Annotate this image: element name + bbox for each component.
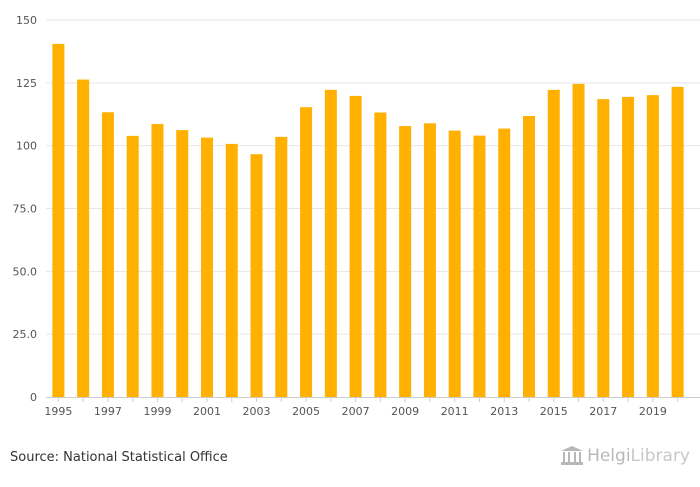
bars — [52, 43, 684, 398]
x-axis-tick-labels: 1995 1997 1999 2001 2003 2005 2007 2009 2011 2013… — [44, 405, 666, 418]
bar-2005[interactable] — [300, 107, 313, 397]
y-tick-label: 50.0 — [13, 265, 38, 278]
bar-2013[interactable] — [498, 128, 511, 398]
logo-brand-text: Helgi — [587, 446, 631, 466]
bar-1998[interactable] — [126, 135, 139, 397]
x-tick-label: 2011 — [441, 405, 469, 418]
x-tick-label: 1999 — [143, 405, 171, 418]
y-tick-label: 125 — [16, 77, 37, 90]
bar-2003[interactable] — [250, 154, 263, 397]
axes — [46, 397, 700, 402]
bar-2001[interactable] — [201, 137, 213, 397]
bar-2017[interactable] — [597, 99, 610, 398]
y-tick-label: 75.0 — [13, 203, 38, 216]
logo-suffix-text: Library — [630, 446, 690, 466]
bar-1996[interactable] — [77, 79, 90, 397]
bar-1995[interactable] — [52, 43, 65, 397]
library-building-icon — [561, 446, 584, 465]
bar-2015[interactable] — [547, 89, 560, 397]
x-tick-label: 2019 — [639, 405, 667, 418]
bar-2014[interactable] — [523, 116, 535, 397]
y-tick-label: 25.0 — [13, 328, 38, 341]
bar-2018[interactable] — [622, 96, 635, 398]
x-tick-label: 2013 — [490, 405, 518, 418]
helgi-library-logo[interactable]: Helgi Library — [560, 446, 690, 466]
source-note: Source: National Statistical Office — [10, 450, 228, 465]
bar-2007[interactable] — [349, 95, 362, 398]
bar-1999[interactable] — [151, 124, 164, 397]
x-tick-label: 1995 — [44, 405, 72, 418]
bar-2011[interactable] — [448, 130, 461, 397]
bar-2000[interactable] — [176, 130, 189, 398]
y-axis-tick-labels: 0 25.0 50.0 75.0 100 125 150 — [13, 14, 38, 404]
y-tick-label: 100 — [16, 140, 37, 153]
x-tick-label: 2007 — [342, 405, 370, 418]
bar-2004[interactable] — [275, 136, 288, 397]
x-tick-label: 2017 — [589, 405, 617, 418]
y-tick-label: 0 — [30, 391, 37, 404]
x-tick-label: 2003 — [243, 405, 271, 418]
bar-2012[interactable] — [473, 135, 486, 397]
bar-2002[interactable] — [225, 143, 238, 397]
x-tick-label: 1997 — [94, 405, 122, 418]
bar-2008[interactable] — [374, 112, 387, 398]
bar-2010[interactable] — [423, 123, 436, 397]
bar-2020[interactable] — [671, 86, 684, 397]
x-tick-label: 2009 — [391, 405, 419, 418]
x-tick-label: 2015 — [540, 405, 568, 418]
bar-2016[interactable] — [572, 83, 585, 397]
x-tick-label: 2005 — [292, 405, 320, 418]
x-tick-label: 2001 — [193, 405, 221, 418]
bar-2006[interactable] — [324, 89, 337, 397]
bar-2019[interactable] — [646, 95, 659, 397]
bar-2009[interactable] — [399, 126, 412, 397]
y-tick-label: 150 — [16, 14, 37, 27]
bar-1997[interactable] — [101, 112, 114, 398]
